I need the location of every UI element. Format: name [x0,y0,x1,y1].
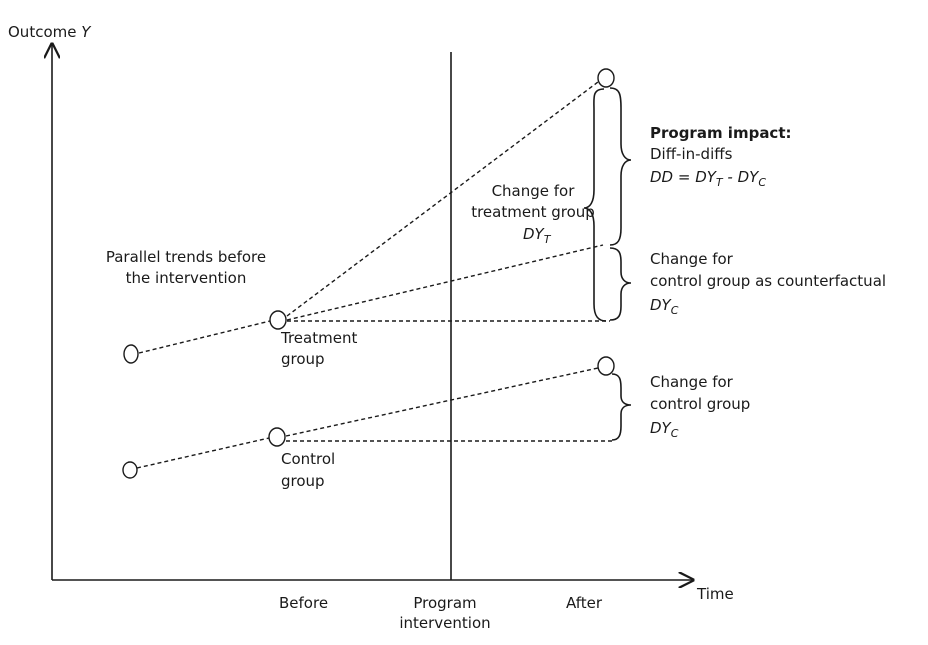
treatment-after-point [597,68,615,88]
control-group-label-1: Control [281,450,335,468]
treatment-actual-trend [286,81,599,317]
x-axis-label: Time [696,585,734,603]
control-pre-point [122,461,138,479]
tick-after: After [566,594,603,612]
treatment-before-point [269,310,287,330]
control-pre-trend [136,437,270,469]
control-group-label-2: group [281,472,325,490]
treatment-change-brace [583,88,607,322]
treatment-group-label-2: group [281,350,325,368]
program-impact-line2: Diff-in-diffs [650,145,733,163]
tick-before: Before [279,594,328,612]
counterfactual-label-2: control group as counterfactual [650,272,886,290]
tick-intervention-line2: intervention [399,614,490,632]
counterfactual-brace [609,247,632,321]
program-impact-formula: DD = DYT - DYC [650,168,766,189]
parallel-trends-label-1: Parallel trends before [106,248,266,266]
control-before-point [268,427,286,447]
counterfactual-label-1: Change for [650,250,734,268]
parallel-trends-label-2: the intervention [126,269,247,287]
control-change-label-2: control group [650,395,750,413]
treatment-change-label-1: Change for [492,182,576,200]
treatment-group-label-1: Treatment [280,329,357,347]
y-axis-label: Outcome Y [8,23,92,41]
control-after-point [597,356,615,376]
counterfactual-symbol: DYC [650,296,679,317]
control-change-label-1: Change for [650,373,734,391]
control-change-symbol: DYC [650,419,679,440]
treatment-pre-trend [138,320,271,354]
treatment-pre-point [123,344,139,364]
program-impact-title: Program impact: [650,124,792,142]
control-post-trend [285,367,599,437]
program-impact-brace [609,87,632,246]
treatment-change-symbol: DYT [523,225,552,246]
counterfactual-trend [286,244,604,321]
treatment-change-label-2: treatment group [471,203,595,221]
tick-intervention-line1: Program [413,594,476,612]
control-change-brace [611,373,632,441]
